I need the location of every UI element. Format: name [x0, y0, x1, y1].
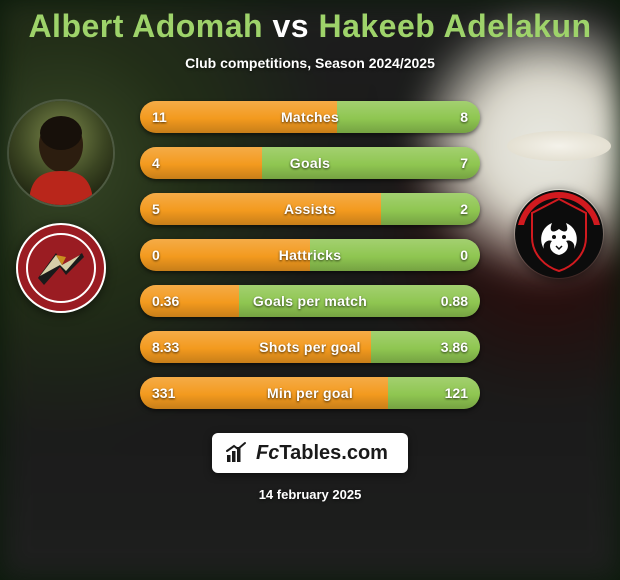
bar-segment-right: [239, 285, 480, 317]
player1-avatar-svg: [9, 101, 113, 205]
walsall-crest-icon: [16, 223, 106, 313]
metric-bar: 0.360.88Goals per match: [140, 285, 480, 317]
date-text: 14 february 2025: [259, 487, 362, 502]
bar-segment-left: [140, 193, 381, 225]
brand-prefix: Fc: [256, 442, 279, 464]
bar-segment-left: [140, 285, 239, 317]
player2-avatar: [507, 131, 611, 161]
salford-crest-icon: [514, 189, 604, 279]
bar-segment-left: [140, 239, 310, 271]
player2-crest: [514, 189, 604, 279]
bar-segment-right: [262, 147, 480, 179]
comparison-title: Albert Adomah vs Hakeeb Adelakun: [0, 0, 620, 45]
player1-avatar: [9, 101, 113, 205]
metric-bar: 118Matches: [140, 101, 480, 133]
comparison-content: 118Matches 47Goals 52Assists 00Hattricks 0.3…: [0, 101, 620, 409]
brand-rest: Tables.com: [279, 442, 388, 464]
left-column: [8, 101, 114, 313]
metric-bar: 8.333.86Shots per goal: [140, 331, 480, 363]
metric-bar: 00Hattricks: [140, 239, 480, 271]
bar-segment-right: [388, 377, 480, 409]
player1-name: Albert Adomah: [28, 8, 263, 44]
bar-segment-left: [140, 147, 262, 179]
bar-segment-left: [140, 101, 337, 133]
metric-bar: 47Goals: [140, 147, 480, 179]
bar-segment-right: [310, 239, 480, 271]
player2-name: Hakeeb Adelakun: [318, 8, 591, 44]
metric-bars: 118Matches 47Goals 52Assists 00Hattricks 0.3…: [140, 101, 480, 409]
player1-crest: [16, 223, 106, 313]
vs-text: vs: [272, 8, 309, 44]
fctables-logo: FcTables.com: [212, 433, 408, 473]
chart-icon: [224, 441, 248, 465]
metric-bar: 52Assists: [140, 193, 480, 225]
metric-bar: 331121Min per goal: [140, 377, 480, 409]
bar-segment-right: [381, 193, 480, 225]
bar-segment-left: [140, 331, 371, 363]
brand-text: FcTables.com: [256, 442, 388, 465]
right-column: [506, 101, 612, 279]
season-subtitle: Club competitions, Season 2024/2025: [0, 55, 620, 71]
footer: FcTables.com 14 february 2025: [0, 433, 620, 502]
bar-segment-right: [337, 101, 480, 133]
bar-segment-left: [140, 377, 388, 409]
bar-segment-right: [371, 331, 480, 363]
